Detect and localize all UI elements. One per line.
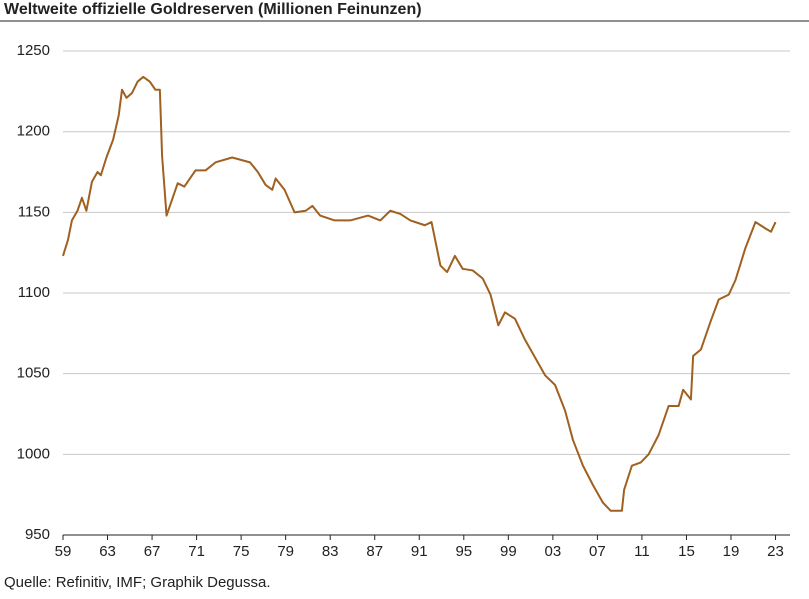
x-tick-label: 19 (723, 543, 740, 560)
x-tick-label: 91 (411, 543, 428, 560)
x-tick-label: 79 (277, 543, 294, 560)
data-line (62, 75, 777, 512)
y-tick-label: 1150 (18, 203, 50, 220)
x-tick-label: 71 (188, 543, 205, 560)
x-tick-label: 15 (678, 543, 695, 560)
x-tick-label: 03 (545, 543, 562, 560)
x-tick-label: 07 (589, 543, 606, 560)
y-tick-label: 1250 (17, 42, 50, 59)
y-tick-label: 950 (25, 526, 50, 543)
x-tick-label: 59 (55, 543, 72, 560)
x-tick-label: 11 (634, 543, 650, 560)
x-tick-label: 95 (455, 543, 472, 560)
y-tick-label: 1050 (17, 365, 50, 382)
x-tick-label: 63 (99, 543, 116, 560)
x-tick-label: 99 (500, 543, 517, 560)
x-tick-label: 67 (144, 543, 161, 560)
y-tick-label: 1000 (17, 445, 50, 462)
x-tick-label: 23 (767, 543, 784, 560)
source-note: Quelle: Refinitiv, IMF; Graphik Degussa. (4, 574, 270, 591)
y-tick-label: 1200 (17, 123, 50, 140)
chart-title: Weltweite offizielle Goldreserven (Milli… (4, 1, 422, 18)
x-tick-label: 83 (322, 543, 339, 560)
y-tick-label: 1100 (18, 284, 50, 301)
x-tick-label: 75 (233, 543, 250, 560)
x-tick-label: 87 (366, 543, 383, 560)
